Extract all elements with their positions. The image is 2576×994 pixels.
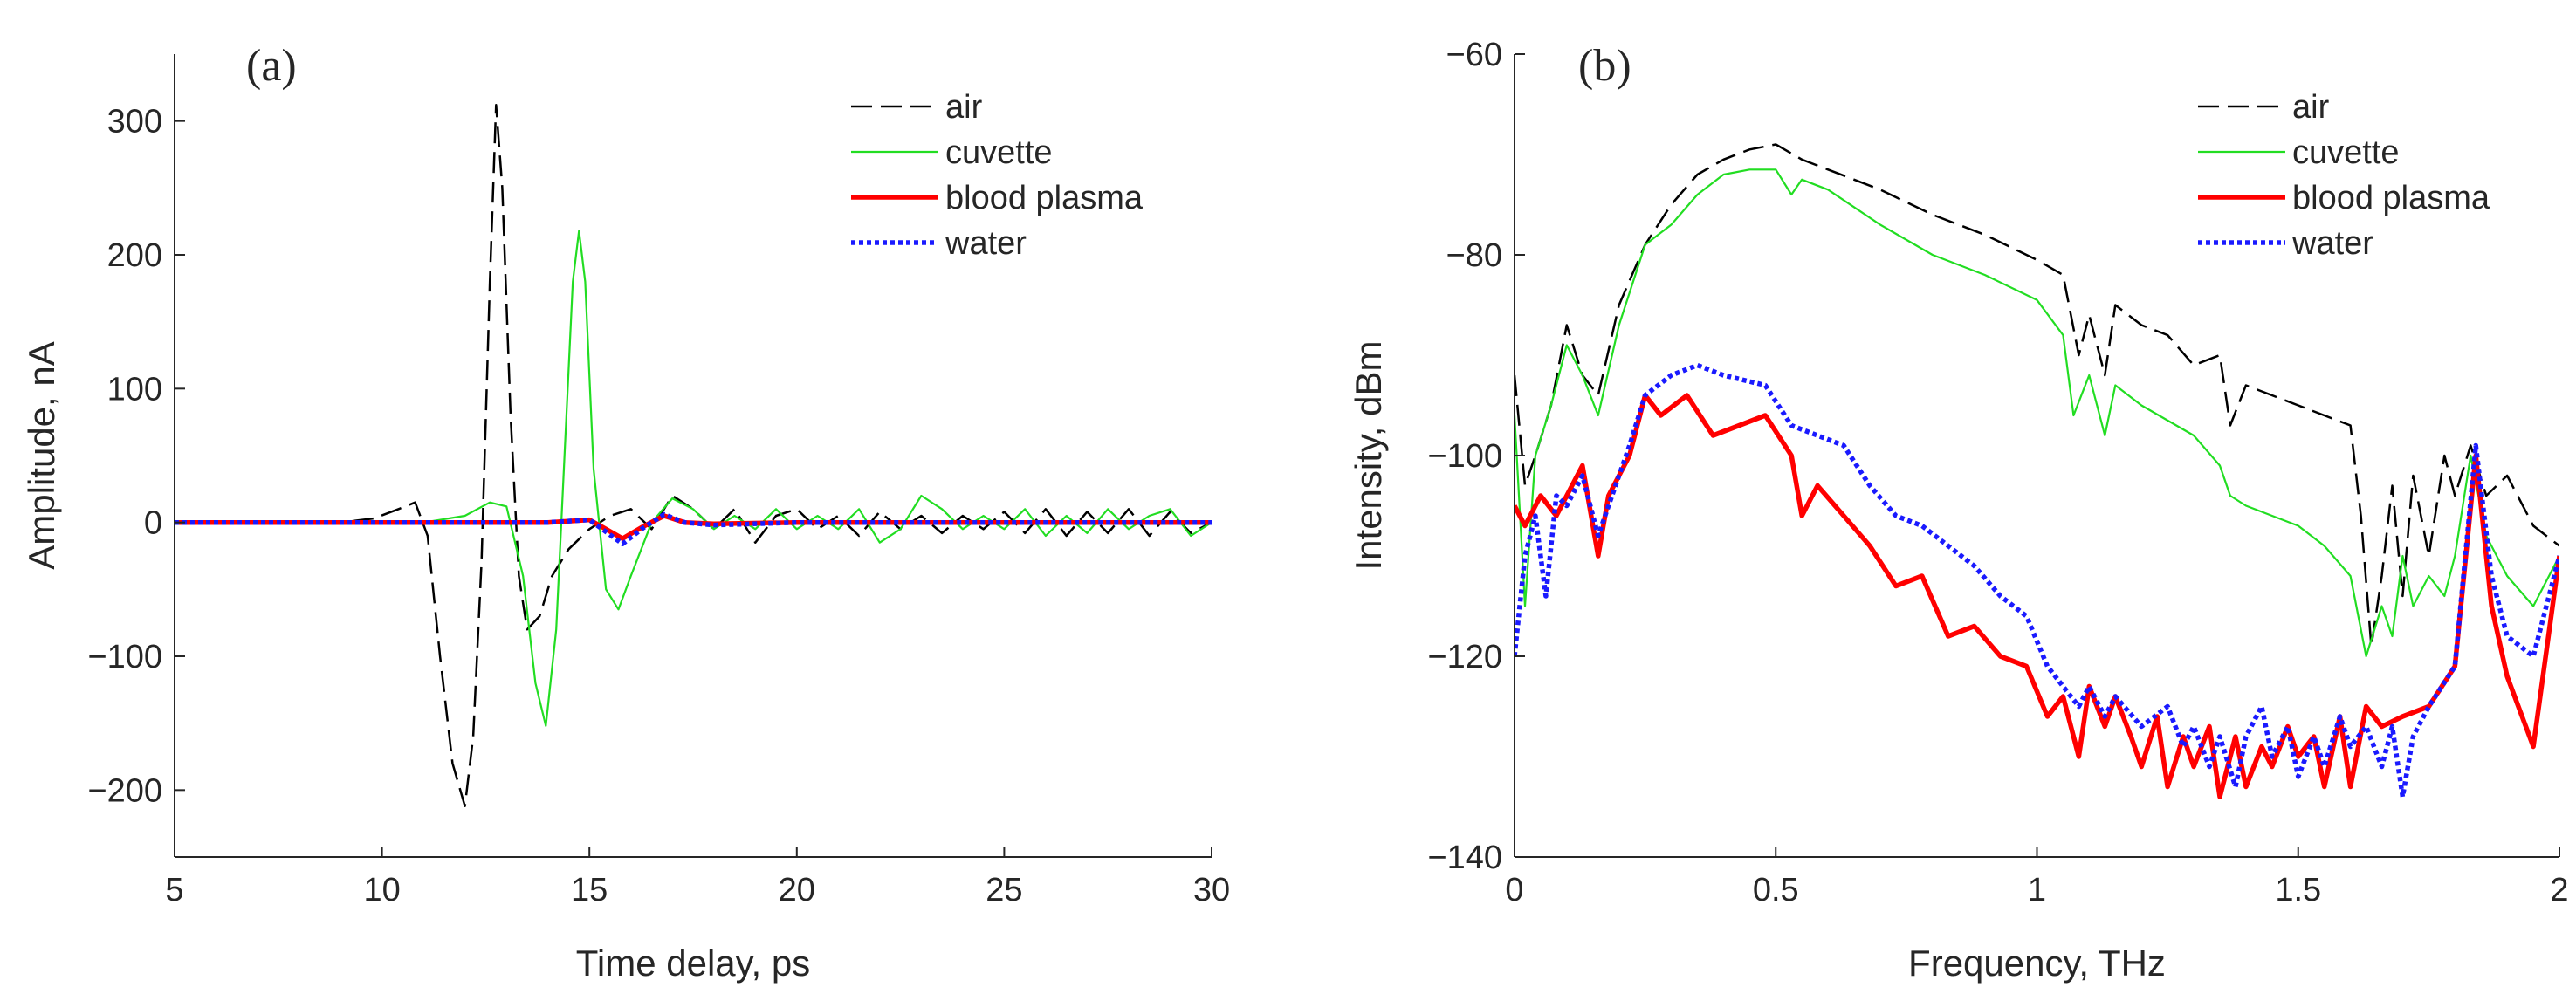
panel-b: 0 0.5 1 1.5 2 −140 −120 −100 −80 −60 Frequency, TH… [1348,37,2569,984]
x-tick-label: 15 [571,872,608,908]
legend-label: cuvette [2292,134,2400,171]
x-tick-label: 1.5 [2275,872,2321,908]
x-tick-label: 30 [1193,872,1230,908]
legend-label: cuvette [945,134,1053,171]
y-tick-label: −100 [1427,438,1502,475]
panel-label: (b) [1578,41,1631,91]
x-axis-label: Time delay, ps [576,943,810,984]
y-tick-label: −80 [1446,237,1502,274]
legend-label: blood plasma [2292,180,2490,216]
y-tick-label: 300 [107,104,162,141]
x-tick-label: 5 [165,872,183,908]
y-tick-label: −100 [87,639,162,675]
x-tick-label: 1 [2028,872,2046,908]
legend-label: water [2291,225,2373,262]
legend-label: water [945,225,1027,262]
y-tick-label: 100 [107,371,162,408]
y-axis-label: Intensity, dBm [1348,341,1389,571]
x-tick-label: 10 [363,872,400,908]
series-line-blood-plasma [1515,393,2559,799]
y-tick-label: −140 [1427,840,1502,876]
panel-a: 5 10 15 20 25 30 −200 −100 0 100 200 300 Time delay,… [21,41,1230,984]
x-tick-label: 20 [779,872,815,908]
series-line-cuvette [175,230,1212,727]
series-line-water [175,511,1212,546]
x-tick-label: 0.5 [1753,872,1799,908]
x-tick-label: 25 [986,872,1022,908]
series-line-water [1515,362,2559,799]
panel-label: (a) [246,41,297,91]
series-line-air [1515,143,2559,648]
series-line-cuvette [1515,168,2559,658]
series-group [175,104,1212,807]
x-axis-label: Frequency, THz [1908,943,2166,984]
y-tick-label: −60 [1446,37,1502,73]
x-tick-label: 0 [1505,872,1523,908]
legend-label: air [2292,89,2330,126]
series-line-blood-plasma [175,513,1212,541]
legend-label: blood plasma [945,180,1144,216]
legend-label: air [945,89,983,126]
legend: air cuvette blood plasma water [2198,89,2490,262]
y-tick-label: −200 [87,772,162,809]
y-tick-label: 200 [107,237,162,274]
y-axis-label: Amplitude, nA [21,341,62,569]
series-line-air [175,104,1212,807]
y-tick-label: −120 [1427,639,1502,675]
series-group [1515,143,2559,799]
y-tick-label: 0 [144,505,162,542]
legend: air cuvette blood plasma water [851,89,1144,262]
x-tick-label: 2 [2550,872,2568,908]
